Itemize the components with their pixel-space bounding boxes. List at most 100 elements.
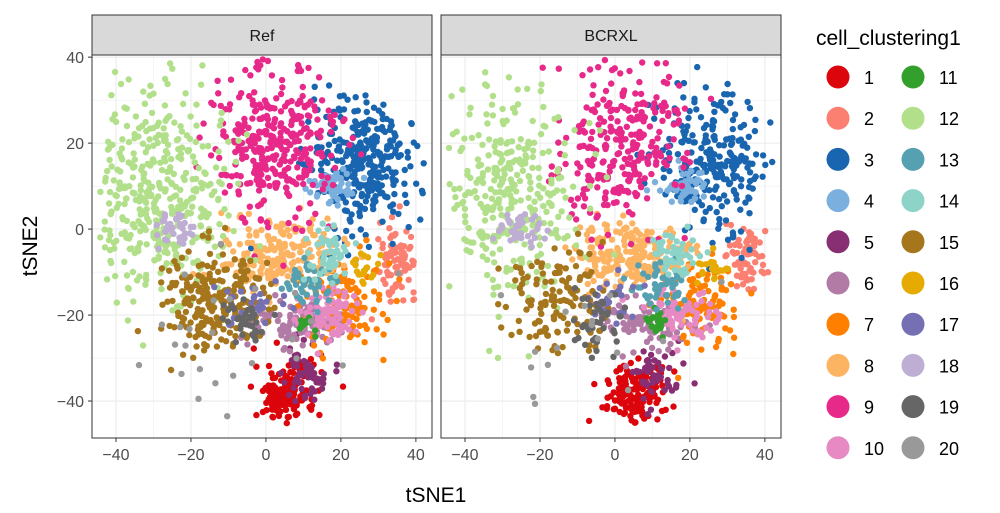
point-cluster-3: [374, 148, 382, 156]
point-cluster-12: [531, 198, 538, 205]
point-cluster-5: [640, 348, 647, 355]
point-cluster-12: [112, 272, 119, 280]
point-cluster-12: [498, 211, 505, 219]
point-cluster-12: [525, 194, 532, 202]
point-cluster-15: [585, 272, 592, 280]
point-cluster-12: [586, 182, 594, 190]
point-cluster-19: [240, 296, 247, 303]
point-cluster-9: [619, 164, 626, 171]
point-cluster-12: [452, 193, 459, 201]
x-tick-label: 0: [261, 447, 270, 464]
point-cluster-10: [706, 308, 713, 316]
point-cluster-12: [169, 180, 176, 188]
point-cluster-10: [348, 307, 356, 315]
point-cluster-10: [297, 308, 304, 315]
point-cluster-14: [321, 268, 328, 275]
point-cluster-17: [641, 282, 648, 289]
point-cluster-7: [356, 322, 363, 329]
point-cluster-12: [116, 150, 123, 157]
point-cluster-9: [277, 90, 285, 98]
point-cluster-9: [261, 158, 269, 165]
point-cluster-10: [668, 321, 675, 328]
point-cluster-18: [170, 230, 177, 237]
point-cluster-20: [209, 329, 216, 336]
point-cluster-9: [265, 224, 272, 231]
point-cluster-19: [228, 301, 235, 309]
point-cluster-12: [137, 227, 144, 235]
point-cluster-9: [299, 83, 306, 91]
point-cluster-9: [236, 94, 243, 101]
point-cluster-12: [215, 195, 222, 203]
point-cluster-15: [167, 366, 175, 374]
point-cluster-4: [700, 180, 708, 188]
point-cluster-5: [298, 385, 305, 393]
point-cluster-13: [620, 275, 628, 282]
point-cluster-12: [482, 69, 489, 76]
point-cluster-9: [246, 203, 253, 210]
point-cluster-9: [269, 165, 276, 172]
point-cluster-3: [344, 96, 351, 103]
point-cluster-2: [398, 283, 405, 291]
point-cluster-12: [179, 100, 187, 108]
point-cluster-8: [616, 220, 623, 227]
point-cluster-3: [679, 139, 686, 146]
point-cluster-15: [221, 224, 229, 232]
point-cluster-5: [691, 380, 698, 387]
point-cluster-13: [311, 285, 319, 292]
point-cluster-9: [608, 80, 615, 87]
point-cluster-8: [297, 248, 304, 255]
point-cluster-3: [359, 120, 366, 127]
point-cluster-3: [356, 209, 363, 216]
point-cluster-6: [615, 302, 623, 309]
point-cluster-1: [283, 419, 290, 427]
point-cluster-12: [596, 127, 604, 134]
point-cluster-3: [370, 171, 377, 178]
point-cluster-20: [527, 364, 535, 371]
point-cluster-3: [391, 130, 398, 137]
point-cluster-9: [608, 66, 616, 74]
point-cluster-5: [285, 391, 293, 399]
legend-key: [901, 147, 925, 171]
point-cluster-12: [489, 214, 497, 221]
point-cluster-7: [730, 350, 737, 358]
point-cluster-17: [613, 320, 620, 327]
point-cluster-8: [253, 232, 260, 239]
point-cluster-9: [623, 123, 630, 130]
point-cluster-13: [635, 262, 642, 269]
point-cluster-12: [473, 194, 480, 201]
point-cluster-7: [361, 339, 368, 346]
point-cluster-14: [689, 260, 697, 267]
point-cluster-8: [590, 277, 597, 285]
point-cluster-12: [514, 101, 522, 108]
legend-label: 18: [939, 356, 959, 376]
point-cluster-15: [549, 286, 556, 294]
point-cluster-17: [272, 278, 279, 285]
legend-item-1: 1: [826, 65, 874, 89]
point-cluster-12: [129, 174, 137, 181]
point-cluster-20: [718, 278, 725, 286]
point-cluster-7: [370, 306, 377, 313]
point-cluster-10: [341, 293, 348, 300]
point-cluster-15: [237, 279, 245, 286]
point-cluster-12: [131, 156, 138, 163]
point-cluster-7: [375, 296, 383, 303]
point-cluster-12: [116, 185, 123, 193]
point-cluster-9: [590, 82, 597, 89]
point-cluster-8: [263, 247, 270, 254]
point-cluster-12: [466, 111, 473, 118]
point-cluster-16: [368, 274, 375, 281]
point-cluster-17: [603, 280, 610, 287]
point-cluster-8: [278, 269, 285, 277]
point-cluster-9: [589, 91, 596, 99]
point-cluster-8: [265, 270, 273, 277]
point-cluster-2: [759, 252, 766, 260]
point-cluster-3: [364, 138, 371, 145]
point-cluster-12: [496, 246, 504, 253]
point-cluster-9: [653, 144, 660, 151]
point-cluster-9: [263, 166, 270, 173]
point-cluster-15: [204, 262, 211, 270]
point-cluster-19: [588, 354, 596, 361]
point-cluster-3: [746, 169, 754, 176]
point-cluster-12: [175, 153, 182, 161]
